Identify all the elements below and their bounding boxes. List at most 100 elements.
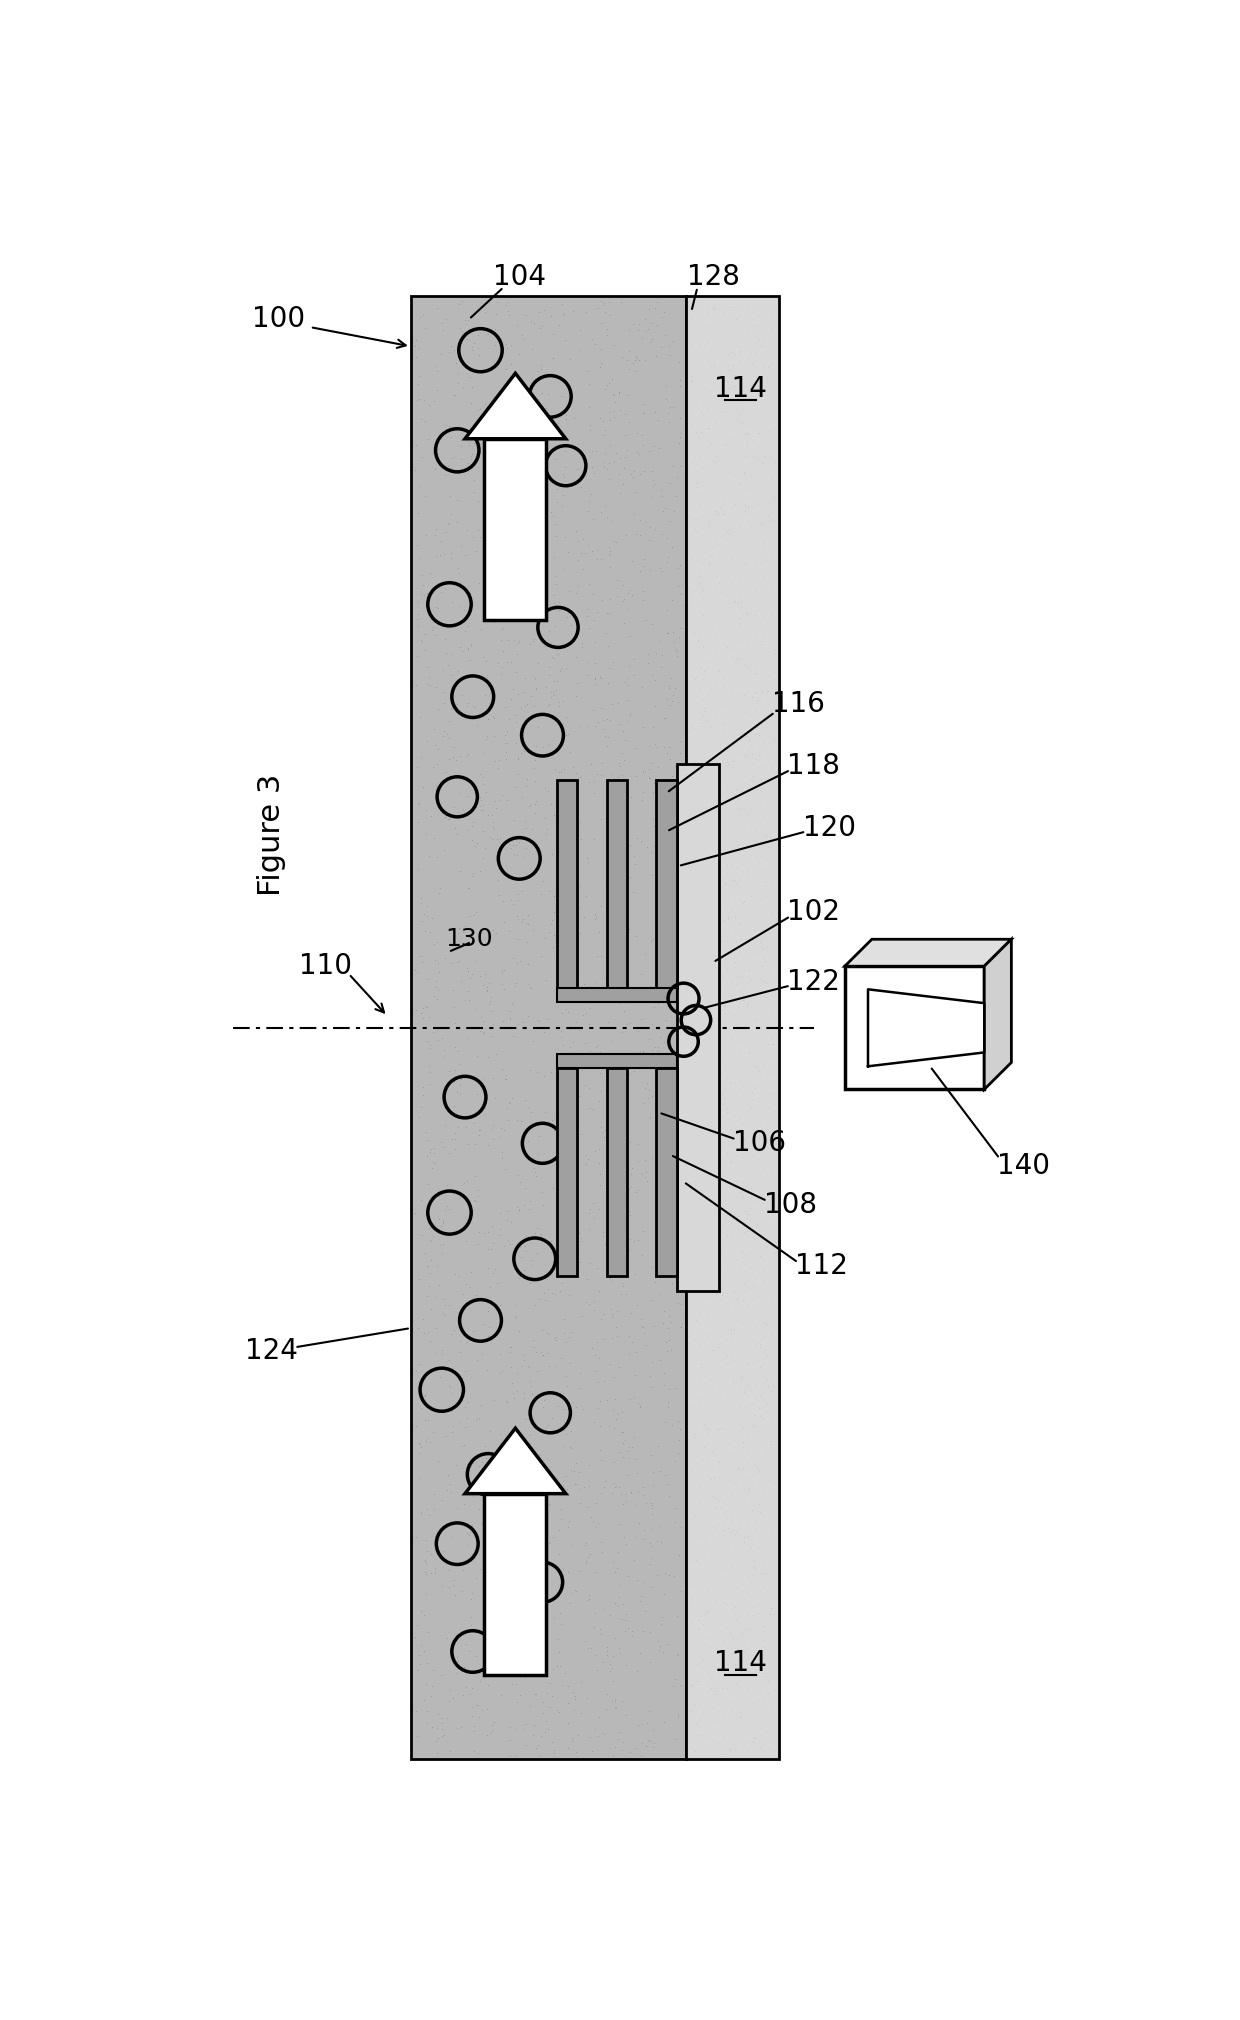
Point bbox=[682, 586, 702, 618]
Point bbox=[587, 1355, 606, 1388]
Point bbox=[737, 495, 756, 527]
Point bbox=[557, 1198, 577, 1230]
Point bbox=[554, 1414, 574, 1446]
Point bbox=[688, 962, 708, 994]
Point bbox=[443, 1683, 463, 1715]
Point bbox=[609, 747, 629, 780]
Point bbox=[632, 428, 652, 461]
Point bbox=[434, 1283, 454, 1315]
Point bbox=[727, 303, 746, 335]
Point bbox=[559, 1242, 579, 1275]
Point bbox=[480, 1271, 500, 1303]
Point bbox=[730, 1392, 750, 1424]
Point bbox=[552, 711, 572, 743]
Point bbox=[567, 452, 587, 485]
Point bbox=[704, 873, 724, 905]
Point bbox=[565, 1574, 585, 1606]
Point bbox=[554, 753, 574, 786]
Point bbox=[412, 905, 432, 937]
Point bbox=[764, 1735, 784, 1768]
Text: 100: 100 bbox=[253, 305, 305, 333]
Point bbox=[684, 1127, 704, 1159]
Point bbox=[709, 1248, 729, 1281]
Point bbox=[474, 1604, 494, 1636]
Point bbox=[681, 489, 701, 521]
Point bbox=[500, 1335, 520, 1368]
Point bbox=[603, 364, 622, 396]
Point bbox=[600, 1347, 620, 1380]
Point bbox=[746, 428, 766, 461]
Point bbox=[590, 1410, 610, 1442]
Point bbox=[449, 911, 469, 943]
Point bbox=[689, 1604, 709, 1636]
Point bbox=[445, 1117, 465, 1149]
Point bbox=[528, 646, 548, 679]
Point bbox=[639, 523, 658, 556]
Point bbox=[688, 804, 708, 836]
Point bbox=[470, 1014, 490, 1046]
Point bbox=[719, 1196, 739, 1228]
Point bbox=[475, 1012, 495, 1044]
Point bbox=[606, 436, 626, 469]
Point bbox=[505, 1238, 525, 1271]
Point bbox=[532, 1176, 552, 1208]
Point bbox=[507, 638, 527, 671]
Point bbox=[558, 717, 578, 749]
Point bbox=[691, 1244, 711, 1277]
Point bbox=[723, 675, 743, 707]
Point bbox=[642, 1345, 662, 1378]
Point bbox=[516, 1236, 536, 1269]
Point bbox=[440, 1467, 460, 1499]
Point bbox=[559, 1063, 579, 1095]
Point bbox=[744, 440, 764, 473]
Point bbox=[464, 426, 484, 459]
Point bbox=[744, 935, 764, 968]
Point bbox=[484, 1008, 503, 1040]
Point bbox=[560, 1529, 580, 1561]
Point bbox=[539, 687, 559, 719]
Point bbox=[584, 1293, 604, 1325]
Point bbox=[605, 1588, 625, 1620]
Point bbox=[600, 1600, 620, 1632]
Point bbox=[587, 901, 606, 933]
Point bbox=[727, 1515, 746, 1547]
Point bbox=[698, 1083, 718, 1115]
Point bbox=[702, 923, 722, 955]
Point bbox=[708, 693, 728, 725]
Point bbox=[587, 1030, 606, 1063]
Point bbox=[589, 1366, 609, 1398]
Point bbox=[413, 1079, 433, 1111]
Point bbox=[644, 992, 663, 1024]
Point bbox=[730, 1036, 750, 1069]
Point bbox=[732, 1644, 751, 1677]
Point bbox=[619, 354, 639, 386]
Point bbox=[649, 624, 668, 656]
Point bbox=[653, 1636, 673, 1669]
Point bbox=[595, 414, 615, 446]
Point bbox=[500, 489, 520, 521]
Point bbox=[587, 669, 606, 701]
Point bbox=[594, 450, 614, 483]
Point bbox=[517, 764, 537, 796]
Point bbox=[433, 1483, 453, 1515]
Point bbox=[722, 1317, 742, 1349]
Text: 110: 110 bbox=[299, 951, 352, 980]
Point bbox=[707, 1301, 727, 1333]
Point bbox=[585, 1135, 605, 1168]
Point bbox=[523, 622, 543, 654]
Point bbox=[547, 1321, 567, 1353]
Point bbox=[569, 1456, 589, 1489]
Point bbox=[712, 897, 732, 929]
Point bbox=[543, 1652, 563, 1685]
Point bbox=[548, 1650, 568, 1683]
Point bbox=[593, 418, 613, 450]
Point bbox=[419, 1499, 439, 1531]
Point bbox=[595, 721, 615, 753]
Point bbox=[506, 966, 526, 998]
Point bbox=[531, 1719, 551, 1751]
Point bbox=[563, 751, 583, 784]
Point bbox=[605, 1622, 625, 1654]
Point bbox=[405, 329, 425, 362]
Point bbox=[489, 1121, 508, 1153]
Point bbox=[649, 887, 668, 919]
